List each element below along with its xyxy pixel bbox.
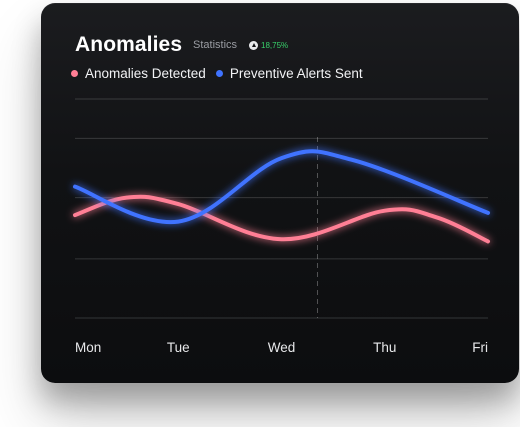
legend-dot-preventive-alerts-sent: [215, 70, 223, 77]
x-axis-label-mon: Mon: [75, 340, 102, 355]
card-subtitle: Statistics: [193, 39, 238, 51]
legend-label-anomalies-detected: Anomalies Detected: [85, 66, 206, 81]
x-axis-label-wed: Wed: [267, 340, 296, 355]
legend-item-anomalies-detected: Anomalies Detected: [71, 66, 206, 81]
x-axis-label-fri: Fri: [472, 340, 488, 355]
series-layer: [73, 149, 490, 244]
card-title: Anomalies: [75, 33, 183, 56]
grid-layer: [75, 98, 488, 319]
anomalies-line-chart: [73, 98, 490, 319]
chart-legend: Anomalies Detected Preventive Alerts Sen…: [71, 66, 363, 81]
x-axis-label-thu: Thu: [373, 340, 397, 355]
change-badge: 18,75%: [249, 38, 288, 52]
change-value: 18,75%: [261, 40, 289, 50]
anomalies-card: Anomalies Statistics 18,75% Anomalies De…: [41, 3, 519, 383]
trend-up-icon: [249, 40, 258, 50]
legend-dot-anomalies-detected: [71, 70, 78, 77]
series-line-preventive-alerts-sent: [73, 149, 490, 225]
series-line-anomalies-detected: [73, 194, 490, 244]
x-axis-label-tue: Tue: [166, 340, 190, 355]
legend-label-preventive-alerts-sent: Preventive Alerts Sent: [229, 66, 363, 81]
legend-item-preventive-alerts-sent: Preventive Alerts Sent: [215, 66, 363, 81]
